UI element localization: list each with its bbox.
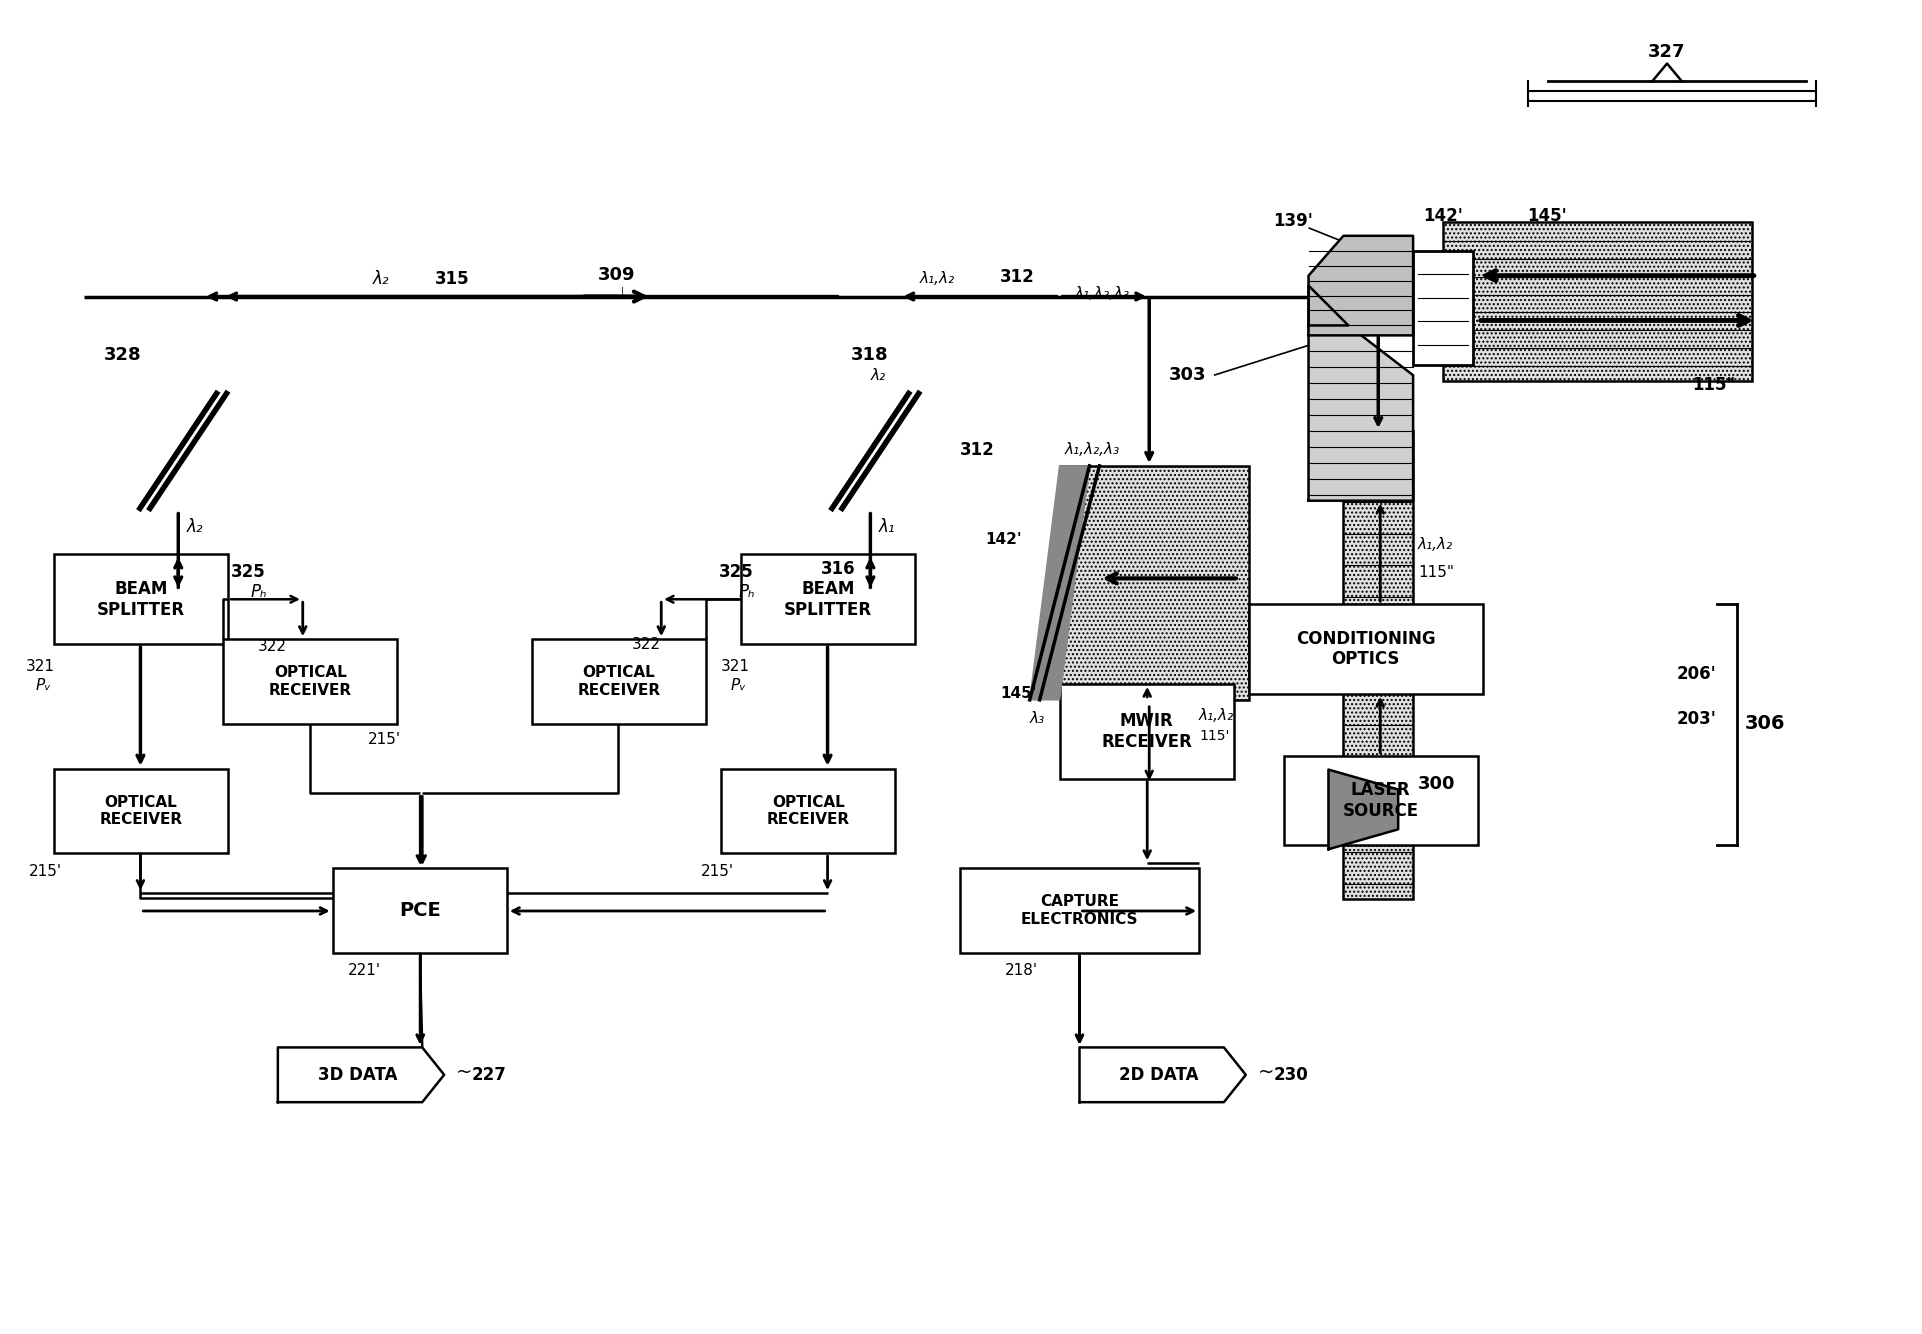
Text: λ₁,λ₂,λ₃: λ₁,λ₂,λ₃ [1065, 443, 1121, 458]
Polygon shape [1080, 1047, 1245, 1102]
Text: λ₂: λ₂ [186, 518, 202, 535]
Text: 215': 215' [29, 863, 62, 879]
Bar [959, 868, 1199, 952]
Text: 321: 321 [721, 659, 750, 674]
Text: |: | [621, 287, 625, 296]
Text: 221': 221' [348, 963, 381, 978]
Polygon shape [1030, 466, 1090, 700]
Text: OPTICAL
RECEIVER: OPTICAL RECEIVER [269, 666, 352, 698]
Bar [1059, 466, 1249, 700]
Bar [223, 639, 398, 724]
Bar [1413, 251, 1472, 366]
Text: MWIR
RECEIVER: MWIR RECEIVER [1101, 712, 1192, 751]
Text: PCE: PCE [400, 900, 440, 920]
Text: 203': 203' [1678, 710, 1716, 728]
Bar [54, 555, 229, 644]
Text: 318: 318 [850, 347, 888, 364]
Text: λ₂: λ₂ [871, 368, 886, 383]
Text: 139': 139' [1274, 212, 1313, 229]
Text: CONDITIONING
OPTICS: CONDITIONING OPTICS [1295, 630, 1436, 668]
Polygon shape [1309, 325, 1413, 500]
Bar [1249, 604, 1482, 694]
Text: 115': 115' [1199, 728, 1230, 743]
Text: 3D DATA: 3D DATA [317, 1066, 398, 1083]
Polygon shape [1309, 285, 1349, 325]
Text: 321: 321 [25, 659, 56, 674]
Text: 115": 115" [1691, 376, 1736, 394]
Text: Pᵥ: Pᵥ [730, 679, 746, 694]
Text: λ₃: λ₃ [1030, 711, 1046, 726]
Polygon shape [1309, 236, 1413, 335]
Text: 309: 309 [598, 265, 634, 284]
Bar [1343, 431, 1413, 899]
Text: 115": 115" [1418, 564, 1455, 580]
Text: 142': 142' [1422, 207, 1463, 225]
Text: LASER
SOURCE: LASER SOURCE [1343, 780, 1418, 820]
Text: 230: 230 [1274, 1066, 1309, 1083]
Text: BEAM
SPLITTER: BEAM SPLITTER [96, 580, 185, 619]
Text: 325: 325 [231, 563, 265, 582]
Text: ~: ~ [1257, 1062, 1274, 1082]
Text: λ₁: λ₁ [878, 518, 896, 535]
Text: 300: 300 [1418, 775, 1455, 792]
Text: λ₁,λ₂: λ₁,λ₂ [1418, 538, 1453, 552]
Text: 325: 325 [719, 563, 753, 582]
Text: 2D DATA: 2D DATA [1119, 1066, 1199, 1083]
Text: Pᵥ: Pᵥ [37, 679, 52, 694]
Text: 327: 327 [1649, 43, 1686, 60]
Text: 322: 322 [632, 636, 661, 651]
Text: BEAM
SPLITTER: BEAM SPLITTER [784, 580, 873, 619]
Text: 215': 215' [702, 863, 734, 879]
Text: λ₁,λ₂,λ₃: λ₁,λ₂,λ₃ [1074, 285, 1130, 301]
Text: λ₁,λ₂: λ₁,λ₂ [1199, 708, 1234, 723]
Text: ~: ~ [456, 1062, 473, 1082]
Text: 142': 142' [984, 532, 1021, 547]
Text: 218': 218' [1005, 963, 1038, 978]
Text: 315: 315 [434, 269, 469, 288]
Bar [1443, 221, 1751, 382]
Text: 215': 215' [367, 732, 400, 747]
Bar [1284, 755, 1478, 846]
Text: 322: 322 [258, 639, 286, 654]
Polygon shape [1328, 770, 1397, 850]
Bar [532, 639, 705, 724]
Text: 227: 227 [473, 1066, 507, 1083]
Bar [54, 768, 229, 854]
Text: 206': 206' [1678, 664, 1716, 683]
Text: Pₕ: Pₕ [738, 583, 755, 602]
Text: OPTICAL
RECEIVER: OPTICAL RECEIVER [100, 795, 183, 827]
Text: 306: 306 [1745, 714, 1786, 734]
Text: 312: 312 [999, 268, 1034, 285]
Text: 316: 316 [821, 560, 855, 579]
Bar [740, 555, 915, 644]
Polygon shape [279, 1047, 444, 1102]
Bar [1059, 684, 1234, 779]
Text: 312: 312 [959, 442, 996, 459]
Text: 303: 303 [1169, 367, 1207, 384]
Text: Pₕ: Pₕ [252, 583, 267, 602]
Text: OPTICAL
RECEIVER: OPTICAL RECEIVER [577, 666, 661, 698]
Text: λ₂: λ₂ [373, 269, 388, 288]
Text: λ₁,λ₂: λ₁,λ₂ [921, 271, 955, 285]
Text: OPTICAL
RECEIVER: OPTICAL RECEIVER [767, 795, 850, 827]
Text: CAPTURE
ELECTRONICS: CAPTURE ELECTRONICS [1021, 894, 1138, 927]
Text: 145': 145' [1528, 207, 1566, 225]
Text: 328: 328 [104, 347, 140, 364]
Bar [333, 868, 507, 952]
Text: 145': 145' [999, 687, 1036, 702]
Bar [721, 768, 896, 854]
